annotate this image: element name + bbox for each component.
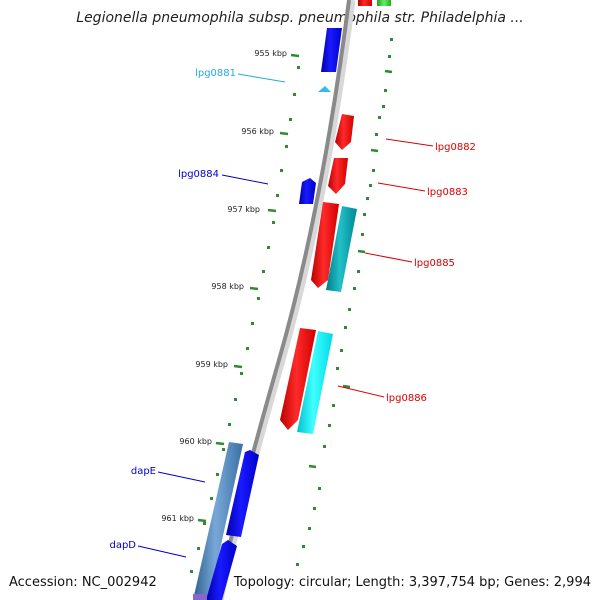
tick-labels: 955 kbp 956 kbp 957 kbp 958 kbp 959 kbp … — [161, 49, 287, 523]
tick-label: 961 kbp — [161, 514, 194, 523]
gene-lpg0885-red[interactable] — [311, 202, 339, 288]
gene-labels: lpg0881 lpg0884 dapE dapD lpg0882 lpg088… — [109, 68, 475, 551]
gene-dapD[interactable] — [206, 540, 237, 600]
major-ticks — [197, 53, 300, 523]
outer-ring-major-ticks — [308, 69, 393, 469]
gene-label-lpg0882: lpg0882 — [435, 142, 476, 153]
inner-ring-ticks — [190, 66, 300, 573]
gene-lpg0881[interactable] — [318, 86, 331, 92]
gene-lpg0884[interactable] — [299, 178, 316, 204]
topology-summary: Topology: circular; Length: 3,397,754 bp… — [233, 575, 591, 590]
gene-lpg0886-red[interactable] — [280, 328, 316, 430]
tick-label: 955 kbp — [254, 49, 287, 58]
accession-text: Accession: NC_002942 — [9, 575, 157, 590]
tick-label: 957 kbp — [227, 205, 260, 214]
gene-lpg0886-cyan[interactable] — [297, 331, 333, 434]
gene-label-dapE: dapE — [131, 466, 156, 477]
outer-ring-ticks — [296, 38, 393, 566]
gene-blue-top[interactable] — [321, 28, 342, 72]
gene-label-dapD: dapD — [109, 540, 136, 551]
gene-dapE[interactable] — [226, 450, 259, 537]
map-title: Legionella pneumophila subsp. pneumophil… — [76, 10, 524, 26]
gene-label-lpg0883: lpg0883 — [427, 187, 468, 198]
gene-label-lpg0885: lpg0885 — [414, 258, 455, 269]
gene-top-green[interactable] — [377, 0, 391, 6]
gene-lpg0882[interactable] — [335, 114, 354, 150]
tick-label: 959 kbp — [195, 360, 228, 369]
gene-label-lpg0881: lpg0881 — [195, 68, 236, 79]
gene-top-red[interactable] — [358, 0, 372, 6]
tick-label: 956 kbp — [241, 127, 274, 136]
leader-lines — [137, 73, 434, 558]
gene-lpg0885-teal[interactable] — [326, 206, 357, 292]
gene-dapE-steel[interactable] — [193, 442, 243, 600]
tick-label: 958 kbp — [211, 282, 244, 291]
gene-lpg0883[interactable] — [328, 158, 348, 194]
gene-label-lpg0886: lpg0886 — [386, 393, 427, 404]
gene-bottom-purple[interactable] — [193, 594, 207, 600]
gene-label-lpg0884: lpg0884 — [178, 169, 219, 180]
tick-label: 960 kbp — [179, 437, 212, 446]
